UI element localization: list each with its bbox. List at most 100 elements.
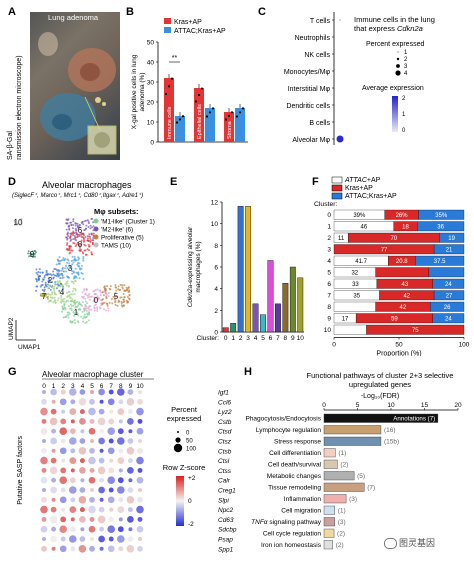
row-label-Slpi: Slpi	[218, 497, 229, 504]
heat-dot	[108, 418, 115, 425]
umap-point	[14, 223, 17, 226]
heat-dot	[80, 478, 85, 483]
seg-label-9-2: 24	[445, 317, 452, 323]
bar-8	[323, 505, 335, 515]
heat-dot	[107, 545, 115, 553]
umap-point	[85, 287, 88, 290]
umap-point	[121, 287, 124, 290]
umap-point	[82, 223, 85, 226]
seg-0-2	[418, 209, 465, 220]
umap-point	[76, 236, 79, 239]
heat-dot	[90, 488, 94, 492]
seg-7-2	[433, 290, 465, 301]
umap-point	[74, 229, 77, 232]
umap-point	[75, 276, 78, 279]
heat-dot	[117, 408, 125, 415]
umap-point	[43, 274, 46, 277]
y-tick-label: 8	[214, 243, 218, 250]
heat-dot	[117, 428, 124, 435]
heat-dot	[59, 545, 67, 553]
row-label-2: Stress response	[274, 439, 321, 446]
seg-5-1	[375, 267, 430, 278]
legend-italic: ATTAC	[344, 177, 368, 184]
umap-point	[90, 251, 93, 254]
cluster-label-3: 3	[68, 264, 73, 273]
umap-point	[87, 313, 90, 316]
umap-point	[92, 225, 95, 228]
umap-point	[52, 270, 55, 273]
seg-label-3-1: 77	[381, 248, 388, 254]
umap-point	[61, 305, 64, 308]
umap-point	[53, 289, 56, 292]
bar-9	[323, 517, 335, 527]
umap-point	[90, 295, 93, 298]
heat-dot	[128, 478, 133, 483]
heat-dot	[69, 506, 77, 513]
heat-dot	[41, 496, 47, 503]
row-label-9: TNFα signaling pathway	[251, 519, 322, 526]
category-label: NK cells	[304, 52, 330, 59]
panel-d-subtitle: (SiglecF⁺, Marco⁺, Mrc1⁺, Cd80⁺,Itgax⁺, …	[12, 193, 144, 199]
heat-dot	[50, 457, 57, 464]
umap-point	[108, 301, 111, 304]
heat-dot	[107, 427, 115, 435]
umap-point	[71, 293, 74, 296]
umap-point	[98, 289, 101, 292]
heat-dot	[70, 497, 76, 503]
heat-dot	[89, 398, 95, 405]
panel-d-letter: D	[8, 176, 16, 188]
heat-dot	[117, 457, 125, 464]
data-point	[167, 85, 171, 88]
umap-point	[123, 296, 126, 299]
heat-dot	[40, 407, 48, 416]
heat-dot	[126, 545, 135, 553]
umap-point	[47, 280, 50, 283]
x-tick-label: 5	[356, 402, 360, 409]
umap-point	[61, 310, 64, 313]
heat-dot	[117, 486, 125, 494]
umap-point	[127, 300, 130, 303]
umap-point	[36, 285, 39, 288]
umap-point	[116, 304, 119, 307]
umap-point	[79, 303, 82, 306]
y-tick-label: 30	[147, 80, 155, 87]
umap-point	[105, 297, 108, 300]
heat-dot	[136, 505, 144, 514]
color-label-2: -2	[188, 521, 194, 528]
umap-point	[49, 300, 52, 303]
umap-point	[119, 296, 122, 299]
y-axis-label: Cdkn2a-expressing alveolarmacrophages (%…	[187, 226, 202, 307]
umap-point	[67, 311, 70, 314]
bar-3	[245, 206, 252, 333]
umap-point	[66, 249, 69, 252]
row-label-5: Metabolic changes	[267, 473, 322, 480]
heat-dot	[59, 496, 67, 504]
umap-point	[67, 259, 70, 262]
umap-point	[127, 291, 130, 294]
umap-point	[82, 232, 85, 235]
heat-dot	[138, 488, 142, 492]
umap-point	[39, 294, 42, 297]
subset-label-1: 'M2-like' (6)	[101, 227, 133, 234]
row-label-9: 9	[327, 316, 331, 323]
umap-point	[70, 233, 73, 236]
legend-label-1: ATTAC;Kras+AP	[174, 28, 226, 35]
bar-10	[323, 528, 335, 538]
heat-dot	[98, 388, 105, 396]
umap-point	[87, 243, 90, 246]
heat-dot	[88, 407, 96, 416]
panel-b-letter: B	[126, 6, 134, 18]
heat-dot	[126, 447, 135, 455]
heat-dot	[51, 497, 56, 502]
umap-point	[122, 298, 125, 301]
umap-point	[43, 288, 46, 291]
heat-dot	[127, 507, 133, 513]
umap-point	[46, 297, 49, 300]
heat-dot	[79, 389, 86, 395]
umap-point	[78, 262, 81, 265]
umap-point	[63, 304, 66, 307]
size-title-line: expressed	[167, 414, 202, 423]
bar-4	[252, 303, 259, 333]
bar-9	[289, 266, 296, 333]
bar-0-0	[164, 78, 174, 142]
